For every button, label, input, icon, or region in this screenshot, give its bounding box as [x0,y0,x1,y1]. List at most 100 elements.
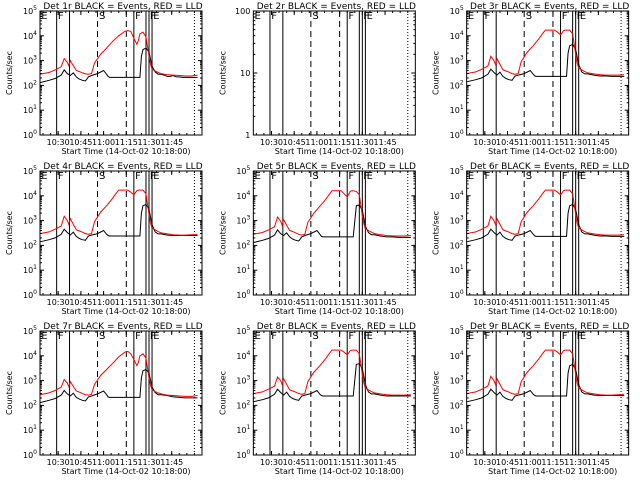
y-tick-label: 102 [23,79,37,90]
x-tick-label: 11:30 [137,298,160,307]
series-events [39,203,198,243]
y-axis-label: Counts/sec [5,51,14,95]
flag-label: F [363,331,369,342]
flag-label: E [580,171,586,182]
y-tick-label: 103 [450,55,464,66]
plot-frame [466,170,630,296]
flag-label: F [348,11,354,22]
y-tick-label: 100 [450,289,464,300]
x-tick-label: 10:30 [260,138,283,147]
y-tick-label: 100 [23,289,37,300]
x-tick-label: 10:45 [283,138,306,147]
y-tick-label: 101 [450,104,464,115]
flag-label: F [58,11,64,22]
x-tick-label: 11:30 [137,458,160,467]
y-tick-label: 100 [236,449,250,460]
x-tick-label: 11:30 [351,458,374,467]
flag-label: E [255,331,261,342]
y-tick-label: 104 [450,30,464,41]
panel-title: Det 2r BLACK = Events, RED = LLD [257,2,416,12]
y-tick-label: 105 [450,5,464,16]
flag-label: F [58,331,64,342]
flag-label: F [271,11,277,22]
flag-label: E [367,331,373,342]
series-events [39,47,198,84]
x-tick-label: 11:15 [115,458,138,467]
y-tick-label: 102 [236,239,250,250]
x-axis-label: Start Time (14-Oct-02 10:18:00) [275,147,404,156]
series-lld [39,189,198,236]
flag-label: F [577,331,583,342]
flag-label: F [271,171,277,182]
flag-label: S [526,331,532,342]
x-tick-label: 11:30 [137,138,160,147]
y-tick-label: 103 [23,375,37,386]
y-tick-label: 103 [236,215,250,226]
flag-label: F [58,171,64,182]
series-lld [466,29,625,76]
x-tick-label: 11:30 [351,298,374,307]
plot-frame [39,170,203,296]
flag-label: E [367,11,373,22]
flag-label: F [363,171,369,182]
x-tick-label: 11:00 [305,458,328,467]
series-events [253,204,411,244]
x-tick-label: 11:45 [374,138,397,147]
x-tick-label: 10:30 [473,298,496,307]
panel-title: Det 8r BLACK = Events, RED = LLD [257,322,416,332]
x-tick-label: 11:15 [328,298,351,307]
x-tick-label: 11:00 [92,458,115,467]
flag-label: S [99,11,105,22]
flag-label: E [153,171,159,182]
y-tick-label: 105 [23,325,37,336]
y-tick-label: 100 [23,449,37,460]
x-tick-label: 11:00 [305,298,328,307]
y-tick-label: 10 [240,69,250,78]
flag-label: F [485,11,491,22]
x-tick-label: 10:30 [260,458,283,467]
flag-label: E [468,171,474,182]
flag-label: S [312,331,318,342]
plot-frame [252,330,416,456]
plot-frame [252,170,416,296]
series-lld [39,30,198,77]
series-events [466,43,625,83]
y-tick-label: 100 [23,129,37,140]
y-tick-label: 105 [450,165,464,176]
plot-frame [39,330,203,456]
x-tick-label: 10:30 [473,138,496,147]
y-tick-label: 100 [450,449,464,460]
flag-label: F [577,171,583,182]
flag-label: F [135,331,141,342]
flag-label: E [41,11,47,22]
x-tick-label: 10:30 [47,298,70,307]
x-tick-label: 11:15 [115,298,138,307]
flag-label: F [562,331,568,342]
y-tick-label: 103 [450,375,464,386]
x-tick-label: 11:15 [328,458,351,467]
y-tick-label: 105 [450,325,464,336]
y-tick-label: 104 [23,190,37,201]
x-axis-label: Start Time (14-Oct-02 10:18:00) [275,307,404,316]
x-tick-label: 11:45 [160,138,183,147]
y-tick-label: 105 [236,165,250,176]
x-tick-label: 11:15 [115,138,138,147]
x-tick-label: 10:45 [69,458,92,467]
flag-label: E [580,331,586,342]
x-tick-label: 11:15 [541,458,564,467]
panel-title: Det 5r BLACK = Events, RED = LLD [257,162,416,172]
flag-label: S [99,331,105,342]
flag-label: F [485,171,491,182]
x-tick-label: 11:00 [92,138,115,147]
x-axis-label: Start Time (14-Oct-02 10:18:00) [488,307,617,316]
x-tick-label: 11:00 [305,138,328,147]
x-tick-label: 11:30 [351,138,374,147]
x-tick-label: 10:45 [496,298,519,307]
y-tick-label: 101 [450,264,464,275]
